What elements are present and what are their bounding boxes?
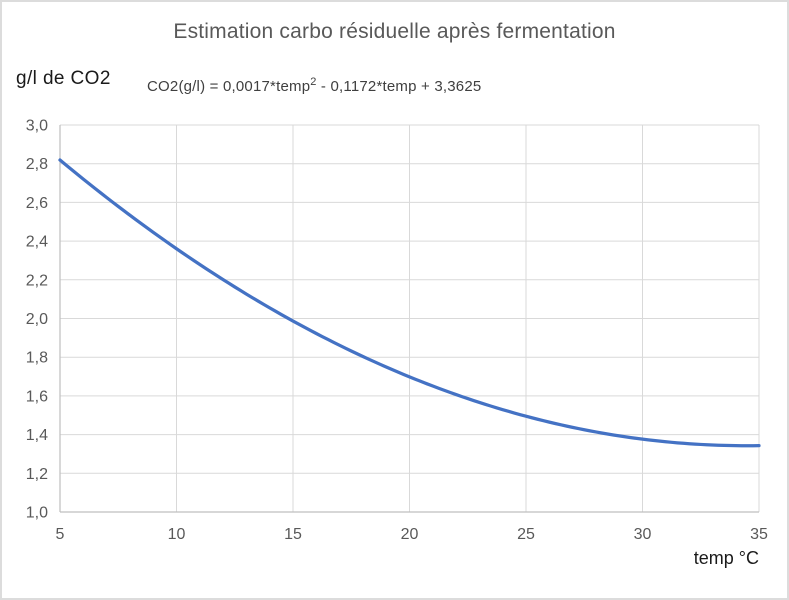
y-tick-label: 2,6 [26, 195, 48, 212]
y-tick-label: 2,4 [26, 234, 48, 251]
y-tick-label: 1,6 [26, 388, 48, 405]
data-series-line [58, 158, 761, 448]
x-tick-label: 35 [750, 526, 768, 543]
y-axis-title: g/l de CO2 [16, 68, 111, 89]
y-tick-label: 1,2 [26, 466, 48, 483]
y-tick-label: 2,0 [26, 311, 48, 328]
y-tick-label: 2,8 [26, 156, 48, 173]
x-tick-label: 25 [517, 526, 535, 543]
y-tick-label: 1,8 [26, 350, 48, 367]
equation-suffix: - 0,1172*temp + 3,3625 [316, 78, 482, 95]
x-tick-label: 15 [284, 526, 302, 543]
equation-annotation: CO2(g/l) = 0,0017*temp2 - 0,1172*temp + … [147, 76, 481, 95]
x-axis-title: temp °C [693, 548, 759, 568]
equation-prefix: CO2(g/l) = 0,0017*temp [147, 78, 311, 95]
x-tick-label: 5 [56, 526, 65, 543]
x-tick-label: 30 [634, 526, 652, 543]
chart-title: Estimation carbo résiduelle après fermen… [173, 20, 616, 43]
y-tick-label: 1,4 [26, 427, 48, 444]
y-tick-label: 1,0 [26, 505, 48, 522]
equation-superscript: 2 [310, 76, 317, 88]
y-tick-label: 3,0 [26, 118, 48, 135]
x-tick-label: 20 [401, 526, 419, 543]
x-tick-label: 10 [168, 526, 186, 543]
y-tick-label: 2,2 [26, 272, 48, 289]
